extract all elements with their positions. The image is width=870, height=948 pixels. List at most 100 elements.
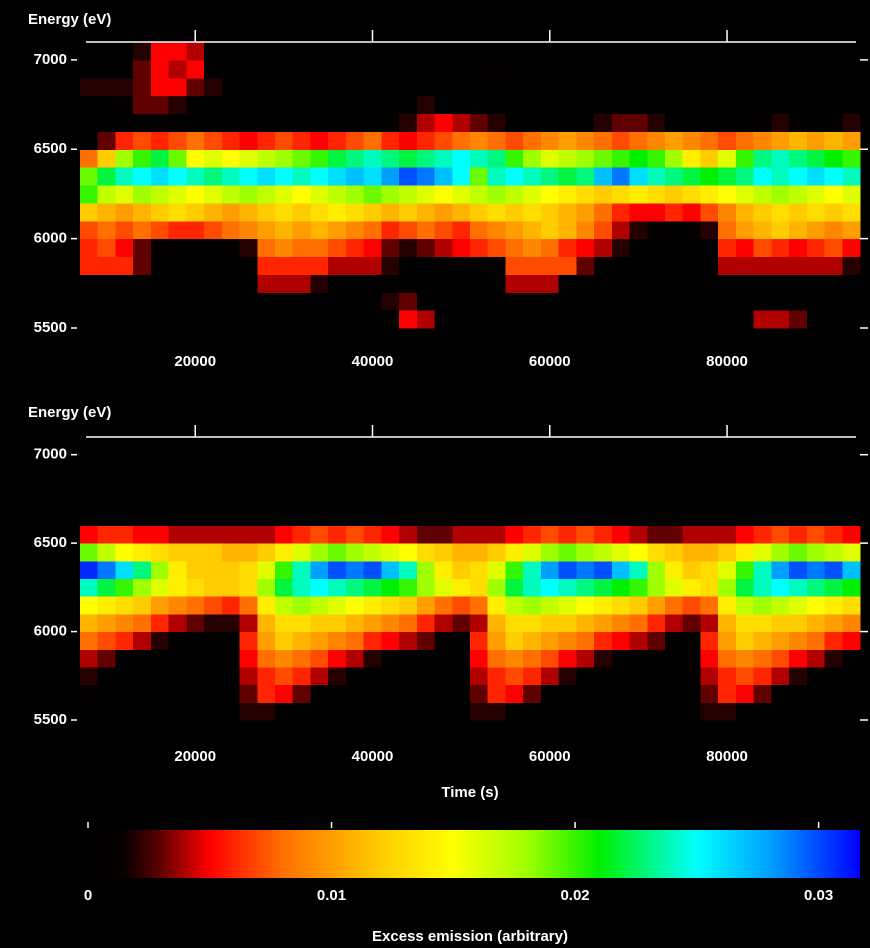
heatmap-cell [630, 96, 648, 114]
heatmap-cell [700, 525, 718, 543]
heatmap-cell [754, 42, 772, 60]
heatmap-cell [683, 702, 701, 720]
heatmap-cell [718, 579, 736, 597]
heatmap-cell [630, 274, 648, 292]
heatmap-cell [435, 490, 453, 508]
heatmap-cell [612, 78, 630, 96]
colorbar [88, 830, 860, 878]
heatmap-cell [594, 185, 612, 203]
heatmap-cell [240, 490, 258, 508]
heatmap-cell [754, 508, 772, 526]
heatmap-cell [505, 310, 523, 328]
heatmap-cell [771, 149, 789, 167]
heatmap-cell [204, 149, 222, 167]
heatmap-cell [541, 131, 559, 149]
heatmap-cell [470, 472, 488, 490]
heatmap-cell [505, 274, 523, 292]
heatmap-cell [665, 274, 683, 292]
heatmap-cell [151, 78, 169, 96]
y-tick-label: 6000 [34, 623, 67, 640]
heatmap-cell [133, 96, 151, 114]
heatmap-cell [541, 149, 559, 167]
heatmap-cell [186, 149, 204, 167]
heatmap-cell [825, 472, 843, 490]
heatmap-cell [665, 257, 683, 275]
heatmap-cell [505, 437, 523, 455]
heatmap-cell [310, 60, 328, 78]
heatmap-cell [435, 96, 453, 114]
heatmap-cell [186, 292, 204, 310]
heatmap-cell [683, 667, 701, 685]
heatmap-cell [754, 292, 772, 310]
heatmap-cell [523, 203, 541, 221]
heatmap-cell [736, 437, 754, 455]
heatmap-cell [488, 508, 506, 526]
heatmap-cell [435, 60, 453, 78]
heatmap-cell [417, 614, 435, 632]
heatmap-cell [435, 131, 453, 149]
heatmap-cell [133, 472, 151, 490]
heatmap-cell [647, 149, 665, 167]
heatmap-cell [399, 185, 417, 203]
heatmap-cell [576, 274, 594, 292]
heatmap-cell [807, 221, 825, 239]
heatmap-cell [275, 167, 293, 185]
heatmap-cell [257, 525, 275, 543]
heatmap-cell [399, 579, 417, 597]
heatmap-cell [98, 185, 116, 203]
heatmap-cell [470, 490, 488, 508]
heatmap-cell [541, 614, 559, 632]
heatmap-cell [736, 96, 754, 114]
heatmap-cell [186, 561, 204, 579]
heatmap-cell [647, 203, 665, 221]
heatmap-cell [523, 508, 541, 526]
heatmap-cell [771, 702, 789, 720]
heatmap-cell [151, 221, 169, 239]
heatmap-cell [310, 274, 328, 292]
heatmap-cell [452, 579, 470, 597]
heatmap-cell [665, 292, 683, 310]
heatmap-cell [204, 274, 222, 292]
x-tick-label: 40000 [352, 748, 394, 765]
heatmap-cell [417, 632, 435, 650]
heatmap-cell [754, 579, 772, 597]
heatmap-cell [222, 614, 240, 632]
heatmap-cell [381, 632, 399, 650]
heatmap-cell [204, 42, 222, 60]
heatmap-cell [80, 42, 98, 60]
heatmap-cell [842, 96, 860, 114]
heatmap-cell [133, 221, 151, 239]
heatmap-cell [435, 561, 453, 579]
heatmap-cell [346, 292, 364, 310]
heatmap-cell [133, 543, 151, 561]
heatmap-cell [240, 131, 258, 149]
heatmap-cell [594, 614, 612, 632]
heatmap-cell [186, 310, 204, 328]
heatmap-cell [594, 543, 612, 561]
heatmap-cell [364, 490, 382, 508]
heatmap-cell [647, 131, 665, 149]
heatmap-cell [222, 437, 240, 455]
heatmap-cell [417, 543, 435, 561]
heatmap-cell [630, 239, 648, 257]
heatmap-cell [115, 543, 133, 561]
heatmap-cell [346, 167, 364, 185]
heatmap-cell [576, 203, 594, 221]
heatmap-cell [133, 274, 151, 292]
heatmap-cell [647, 42, 665, 60]
heatmap-cell [665, 561, 683, 579]
heatmap-cell [789, 632, 807, 650]
heatmap-cell [771, 257, 789, 275]
heatmap-cell [293, 185, 311, 203]
heatmap-cell [665, 96, 683, 114]
heatmap-cell [98, 649, 116, 667]
heatmap-cell [115, 685, 133, 703]
heatmap-cell [417, 131, 435, 149]
heatmap-cell [541, 310, 559, 328]
heatmap-cell [488, 42, 506, 60]
heatmap-cell [275, 239, 293, 257]
heatmap-cell [399, 310, 417, 328]
heatmap-cell [186, 543, 204, 561]
heatmap-cell [736, 310, 754, 328]
heatmap-cell [807, 667, 825, 685]
